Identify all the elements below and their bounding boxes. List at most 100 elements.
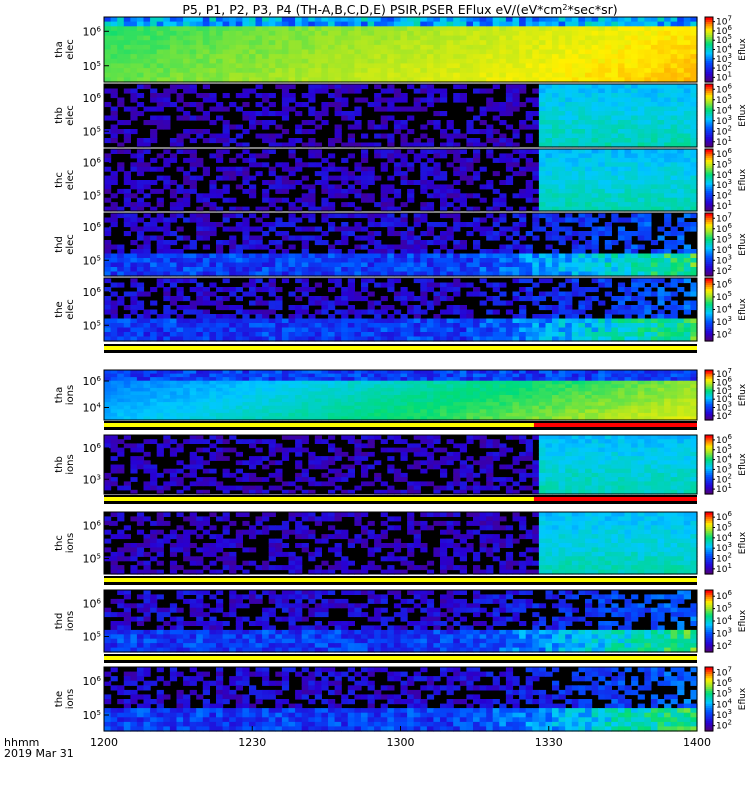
colorbar-tick-label: 102 xyxy=(716,328,732,341)
time-axis: hhmm 2019 Mar 31 1200 1230 1300 1330 1400 xyxy=(4,726,711,760)
colorbar-tick-label: 101 xyxy=(716,199,732,212)
panels-group: 106105thaelec101102103104105106107Eflux1… xyxy=(54,15,748,732)
panel-label: thcions xyxy=(54,533,76,553)
colorbar-tick-label: 103 xyxy=(716,708,732,721)
colorbar-label: Eflux xyxy=(738,687,748,710)
colorbar-tick-label: 103 xyxy=(716,253,732,266)
colorbar-tick-label: 106 xyxy=(716,82,732,95)
panel-label: thaelec xyxy=(54,39,76,60)
spectrogram-cells xyxy=(104,149,698,212)
colorbar-tick-label: 106 xyxy=(716,589,732,602)
spectrogram-cells xyxy=(104,84,698,148)
colorbar-tick-label: 102 xyxy=(716,472,732,485)
quality-flag-bar xyxy=(104,495,697,504)
panel-label: thbions xyxy=(54,454,76,474)
colorbar-tick-label: 101 xyxy=(716,70,732,83)
panel-label: thbelec xyxy=(54,105,76,126)
colorbar-tick-label: 104 xyxy=(716,392,732,405)
quality-flag-bar xyxy=(104,344,697,353)
y-tick-label: 105 xyxy=(83,709,101,722)
spectrogram-cells xyxy=(104,435,698,495)
y-tick-label: 104 xyxy=(83,402,102,415)
time-tick-label: 1300 xyxy=(387,736,415,749)
time-tick-label: 1230 xyxy=(238,736,266,749)
colorbar-tick-label: 104 xyxy=(716,303,732,316)
colorbar-tick-label: 101 xyxy=(716,482,732,495)
colorbar-tick-label: 104 xyxy=(716,43,732,56)
colorbar-label: Eflux xyxy=(738,609,748,632)
colorbar-tick-label: 106 xyxy=(716,676,732,689)
panel-frame xyxy=(103,589,698,653)
colorbar-tick-label: 105 xyxy=(716,232,732,245)
colorbar-tick-label: 104 xyxy=(716,168,732,181)
colorbar-label: Eflux xyxy=(738,104,748,127)
y-tick-label: 106 xyxy=(83,442,102,455)
panel-label: thdions xyxy=(54,611,76,631)
y-tick-label: 106 xyxy=(83,92,102,105)
time-axis-date: 2019 Mar 31 xyxy=(4,747,74,760)
colorbar-tick-label: 105 xyxy=(716,384,732,397)
colorbar-label: Eflux xyxy=(738,233,748,256)
colorbar-tick-label: 101 xyxy=(716,135,732,148)
y-tick-label: 106 xyxy=(83,675,102,688)
colorbar-tick-label: 102 xyxy=(716,264,732,277)
time-tick-label: 1330 xyxy=(535,736,563,749)
y-tick-label: 106 xyxy=(83,598,102,611)
y-tick-label: 105 xyxy=(83,190,101,203)
spectrogram-cells xyxy=(104,370,698,421)
colorbar-label: Eflux xyxy=(738,383,748,406)
colorbar-tick-label: 106 xyxy=(716,376,732,389)
colorbar-tick-label: 102 xyxy=(716,639,732,652)
colorbar-label: Eflux xyxy=(738,168,748,191)
colorbar-tick-label: 104 xyxy=(716,243,732,256)
colorbar-tick-label: 102 xyxy=(716,124,732,137)
colorbar-tick-label: 107 xyxy=(716,15,732,28)
y-tick-label: 106 xyxy=(83,25,102,38)
panel-label: thcelec xyxy=(54,170,76,191)
quality-flag-bar xyxy=(104,654,697,663)
colorbar-tick-label: 107 xyxy=(716,367,732,380)
colorbar-tick-label: 103 xyxy=(716,114,732,127)
colorbar-tick-label: 102 xyxy=(716,552,732,565)
y-tick-label: 105 xyxy=(83,319,101,332)
quality-flag-bar xyxy=(104,576,697,585)
y-tick-label: 106 xyxy=(83,157,102,170)
y-tick-label: 105 xyxy=(83,254,101,267)
y-tick-label: 105 xyxy=(83,125,101,138)
colorbar-tick-label: 105 xyxy=(716,33,732,46)
spectrogram-cells xyxy=(104,278,698,342)
spectrogram-cells xyxy=(104,590,698,653)
colorbar-tick-label: 107 xyxy=(716,665,732,678)
colorbar-tick-label: 103 xyxy=(716,541,732,554)
colorbar-tick-label: 106 xyxy=(716,147,732,160)
colorbar-tick-label: 102 xyxy=(716,189,732,202)
panel-label: theions xyxy=(54,689,76,709)
colorbar-tick-label: 104 xyxy=(716,614,732,627)
figure-title-end: *sec*sr) xyxy=(568,2,618,17)
colorbar-tick-label: 107 xyxy=(716,211,732,224)
colorbar-tick-label: 103 xyxy=(716,52,732,65)
colorbar-tick-label: 103 xyxy=(716,315,732,328)
colorbar-tick-label: 105 xyxy=(716,602,732,615)
colorbar-tick-label: 106 xyxy=(716,433,732,446)
y-tick-label: 103 xyxy=(83,473,101,486)
colorbar-tick-label: 104 xyxy=(716,103,732,116)
colorbar-tick-label: 106 xyxy=(716,510,732,523)
panel-frame xyxy=(103,148,698,212)
time-tick-label: 1400 xyxy=(683,736,711,749)
colorbar-tick-label: 106 xyxy=(716,277,732,290)
panel-frame xyxy=(103,511,698,575)
time-axis-label: hhmm xyxy=(4,736,39,749)
y-tick-label: 106 xyxy=(83,520,102,533)
y-tick-label: 105 xyxy=(83,60,101,73)
colorbar-tick-label: 105 xyxy=(716,158,732,171)
colorbar-tick-label: 105 xyxy=(716,687,732,700)
